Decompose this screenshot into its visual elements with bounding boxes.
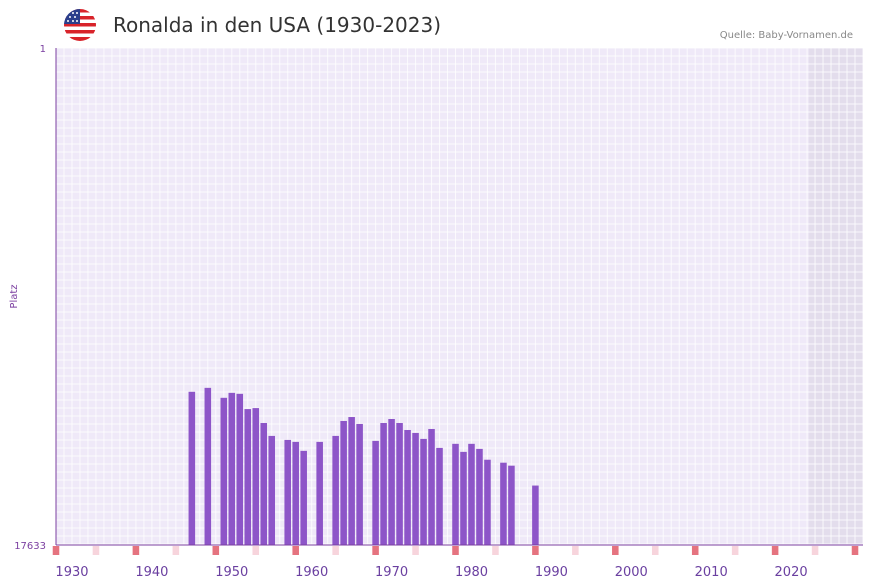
bar-1954 bbox=[260, 423, 268, 545]
bar-1947 bbox=[204, 387, 212, 545]
marker-1943 bbox=[172, 546, 180, 555]
bar-1963 bbox=[332, 435, 339, 545]
x-tick-label-1980: 1980 bbox=[455, 565, 488, 580]
marker-1958 bbox=[292, 546, 299, 555]
bar-1970 bbox=[388, 419, 395, 545]
bar-1976 bbox=[436, 447, 443, 545]
marker-1983 bbox=[492, 546, 499, 555]
marker-1998 bbox=[612, 546, 619, 555]
bar-1959 bbox=[300, 450, 307, 545]
marker-2018 bbox=[771, 546, 779, 555]
bar-1951 bbox=[236, 393, 244, 545]
x-tick-label-2000: 2000 bbox=[615, 565, 648, 580]
bar-1974 bbox=[420, 438, 427, 545]
bar-1982 bbox=[484, 459, 491, 545]
bar-1950 bbox=[228, 392, 236, 545]
page-title: Ronalda in den USA (1930-2023) bbox=[113, 13, 442, 37]
bar-1975 bbox=[428, 428, 435, 545]
bar-1978 bbox=[452, 443, 459, 545]
bar-1964 bbox=[340, 420, 347, 545]
bar-1965 bbox=[348, 417, 355, 545]
grid-lines bbox=[55, 47, 864, 545]
bar-1969 bbox=[380, 423, 387, 545]
bar-1988 bbox=[532, 485, 539, 545]
y-tick-label-top: 1 bbox=[40, 44, 46, 55]
x-tick-label-1990: 1990 bbox=[535, 565, 568, 580]
bar-1968 bbox=[372, 440, 379, 545]
marker-2023 bbox=[811, 546, 819, 555]
source-credit: Quelle: Baby-Vornamen.de bbox=[719, 30, 853, 41]
x-tick-label-1950: 1950 bbox=[215, 565, 248, 580]
x-tick-labels: 1930 1940 1950 1960 1970 1980 1990 2000 2010 2020 bbox=[55, 565, 807, 580]
marker-1968 bbox=[372, 546, 379, 555]
bar-1966 bbox=[356, 423, 363, 545]
marker-1993 bbox=[572, 546, 579, 555]
y-tick-label-bottom: 17633 bbox=[14, 541, 46, 552]
bar-1949 bbox=[220, 397, 228, 545]
bar-1961 bbox=[316, 441, 323, 545]
marker-2003 bbox=[651, 546, 659, 555]
x-tick-label-1970: 1970 bbox=[375, 565, 408, 580]
bar-1953 bbox=[252, 408, 260, 545]
marker-2028 bbox=[851, 546, 859, 555]
x-tick-label-2020: 2020 bbox=[775, 565, 808, 580]
x-tick-label-2010: 2010 bbox=[695, 565, 728, 580]
marker-1963 bbox=[332, 546, 339, 555]
marker-1928 bbox=[52, 546, 60, 555]
bar-1979 bbox=[460, 451, 467, 545]
marker-1988 bbox=[532, 546, 539, 555]
marker-1953 bbox=[252, 546, 260, 555]
bar-1980 bbox=[468, 443, 475, 545]
marker-1938 bbox=[132, 546, 140, 555]
x-tick-label-1940: 1940 bbox=[135, 565, 168, 580]
bar-1973 bbox=[412, 432, 419, 545]
bar-1957 bbox=[284, 439, 291, 545]
x-tick-label-1930: 1930 bbox=[55, 565, 88, 580]
bar-1945 bbox=[188, 391, 196, 545]
bar-1958 bbox=[292, 441, 299, 545]
marker-1948 bbox=[212, 546, 220, 555]
bar-1955 bbox=[268, 435, 276, 545]
marker-2013 bbox=[731, 546, 739, 555]
bar-1972 bbox=[404, 429, 411, 545]
marker-1978 bbox=[452, 546, 459, 555]
bar-1985 bbox=[508, 465, 515, 545]
bar-1981 bbox=[476, 448, 483, 545]
marker-1973 bbox=[412, 546, 419, 555]
bar-1952 bbox=[244, 409, 252, 545]
y-axis-label: Platz bbox=[9, 284, 20, 308]
x-tick-label-1960: 1960 bbox=[295, 565, 328, 580]
bar-series bbox=[188, 387, 539, 545]
marker-2008 bbox=[691, 546, 699, 555]
us-flag-icon bbox=[64, 9, 96, 41]
marker-1933 bbox=[92, 546, 100, 555]
decade-markers bbox=[52, 546, 859, 555]
bar-1984 bbox=[500, 462, 507, 545]
bar-1971 bbox=[396, 423, 403, 545]
